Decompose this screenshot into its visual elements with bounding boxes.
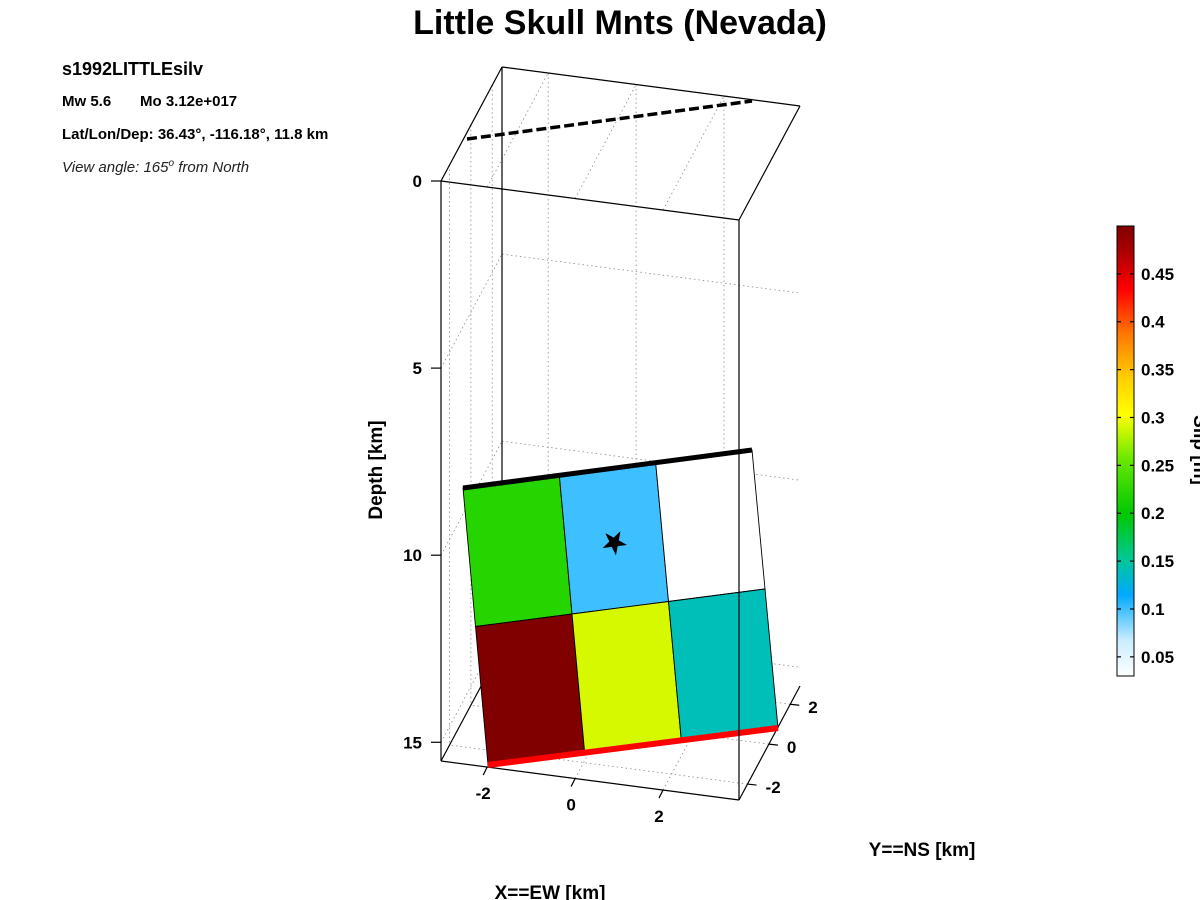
y-tick-label: -2 [766,778,781,797]
event-moment: Mo 3.12e+017 [140,93,237,110]
slip-patch [668,588,779,741]
slip-patch [475,613,586,766]
colorbar: 0.05 0.1 0.15 0.2 0.25 0.3 0.35 0.4 0.45 Slip [m… [1116,225,1200,677]
slip-patch [655,449,766,603]
grid-line-depth [440,253,503,369]
x-axis-label: X==EW [km] [495,883,606,900]
colorbar-tick-label: 0.35 [1141,361,1174,380]
depth-tick-label: 0 [413,172,422,191]
y-tick-mark [790,703,800,706]
y-tick-mark [747,783,757,786]
y-axis-label: Y==NS [km] [869,840,976,861]
colorbar-tick-label: 0.05 [1141,648,1174,667]
depth-axis-label: Depth [km] [366,420,387,519]
depth-tick-label: 5 [413,359,422,378]
grid-line-depth [501,253,801,294]
colorbar-tick-label: 0.45 [1141,265,1174,284]
fault-plane [462,99,779,768]
x-tick-mark [658,789,664,799]
y-tick-mark [768,743,778,746]
x-tick-label: 2 [654,807,663,826]
event-location: Lat/Lon/Dep: 36.43°, -116.18°, 11.8 km [62,126,328,143]
colorbar-tick-label: 0.25 [1141,456,1174,475]
y-tick-label: 2 [808,698,817,717]
axis-ticks: 0 5 10 15 -2 0 2 -2 0 2 [403,172,818,826]
fault-top-edge [462,447,753,491]
colorbar-gradient [1116,225,1135,677]
fault-bottom-edge [487,725,779,768]
colorbar-tick-label: 0.1 [1141,600,1165,619]
colorbar-tick-label: 0.3 [1141,408,1165,427]
box-edge [738,105,801,221]
grid-line-floor-y [449,744,748,785]
x-tick-mark [482,766,488,776]
box-edge [440,66,503,182]
depth-tick-label: 15 [403,733,422,752]
grid-line-top-x [574,84,637,199]
chart-title: Little Skull Mnts (Nevada) [413,4,827,42]
box-edge [501,66,801,107]
colorbar-tick-label: 0.15 [1141,552,1174,571]
grid-line-depth [501,440,801,481]
box-edge [738,685,801,801]
grid-line-top-x [662,95,725,211]
x-tick-label: -2 [476,784,491,803]
colorbar-ticks: 0.05 0.1 0.15 0.2 0.25 0.3 0.35 0.4 0.45 [1117,265,1174,667]
hypocenter-star [602,531,628,556]
depth-tick-label: 10 [403,546,422,565]
event-magnitude: Mw 5.6 [62,93,111,110]
surface-projection [466,99,753,141]
colorbar-label: Slip [m] [1189,415,1200,485]
view-angle-label: View angle: 165o from North [62,158,249,176]
x-tick-label: 0 [566,796,575,815]
event-name: s1992LITTLEsilv [62,59,203,79]
colorbar-tick-label: 0.4 [1141,313,1165,332]
slip-patch [571,600,682,754]
x-tick-mark [570,778,576,787]
colorbar-tick-label: 0.2 [1141,504,1165,523]
box-edge [440,180,740,221]
slip-patch [462,474,573,628]
y-tick-label: 0 [787,738,796,757]
